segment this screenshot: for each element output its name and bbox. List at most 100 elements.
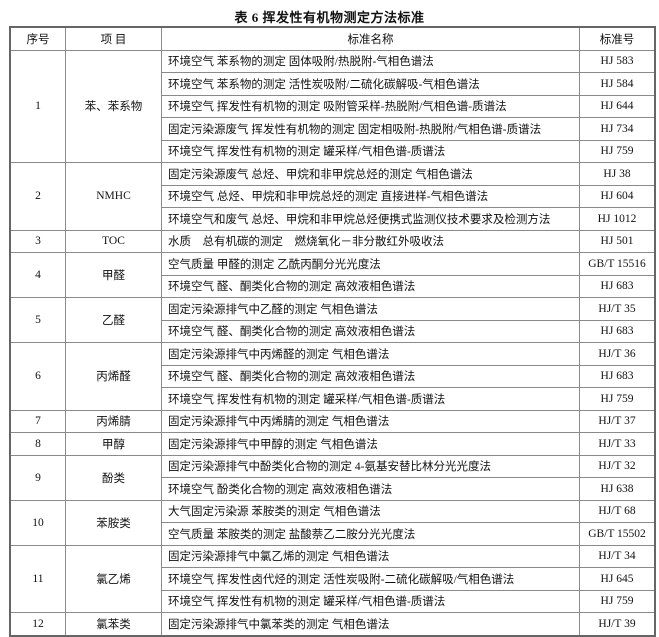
table-row: 11 氯乙烯 固定污染源排气中氯乙烯的测定 气相色谱法 HJ/T 34 bbox=[9, 544, 656, 613]
table-row: 5 乙醛 固定污染源排气中乙醛的测定 气相色谱法 HJ/T 35 bbox=[9, 297, 656, 343]
standard-name: 环境空气 苯系物的测定 活性炭吸附/二硫化碳解吸-气相色谱法 bbox=[161, 72, 580, 96]
table-body: 1 苯、苯系物 环境空气 苯系物的测定 固体吸附/热脱附-气相色谱法 HJ 583 环境… bbox=[9, 49, 656, 636]
standard-name: 环境空气 总烃、甲烷和非甲烷总烃的测定 直接进样-气相色谱法 bbox=[161, 184, 580, 208]
item-name: 甲醛 bbox=[65, 252, 162, 298]
standard-code: HJ/T 33 bbox=[579, 432, 656, 456]
standard-name: 大气固定污染源 苯胺类的测定 气相色谱法 bbox=[161, 499, 580, 523]
row-number: 12 bbox=[9, 612, 66, 636]
table-row: 10 苯胺类 大气固定污染源 苯胺类的测定 气相色谱法 HJ/T 68 bbox=[9, 499, 656, 546]
table-row: 环境空气 总烃、甲烷和非甲烷总烃的测定 直接进样-气相色谱法 HJ 604 bbox=[10, 184, 656, 208]
table-row: 7 丙烯腈 固定污染源排气中丙烯腈的测定 气相色谱法 HJ/T 37 bbox=[9, 409, 656, 433]
standard-code: HJ 734 bbox=[579, 117, 656, 141]
table-row: 环境空气和废气 总烃、甲烷和非甲烷总烃便携式监测仪技术要求及检测方法 HJ 101… bbox=[10, 207, 656, 231]
item-name: 酚类 bbox=[65, 454, 162, 501]
standard-code: HJ 584 bbox=[579, 72, 656, 96]
standard-code: HJ/T 37 bbox=[579, 409, 656, 433]
standard-code: HJ/T 35 bbox=[579, 297, 656, 321]
row-number: 11 bbox=[9, 544, 66, 613]
header-name: 标准名称 bbox=[161, 26, 580, 51]
table-title: 表 6 挥发性有机物测定方法标准 bbox=[234, 10, 425, 25]
row-number: 1 bbox=[9, 49, 66, 163]
item-name: 苯胺类 bbox=[65, 499, 162, 546]
row-number: 10 bbox=[9, 499, 66, 546]
standard-code: HJ 683 bbox=[579, 364, 656, 388]
header-code: 标准号 bbox=[579, 26, 656, 51]
header-no: 序号 bbox=[9, 26, 66, 51]
standard-name: 环境空气 挥发性有机物的测定 罐采样/气相色谱-质谱法 bbox=[161, 589, 580, 613]
standard-name: 空气质量 甲醛的测定 乙酰丙酮分光光度法 bbox=[161, 252, 580, 276]
item-name: 丙烯醛 bbox=[65, 342, 162, 411]
table-row: 环境空气 醛、酮类化合物的测定 高效液相色谱法 HJ 683 bbox=[10, 319, 656, 343]
table-row: 环境空气 醛、酮类化合物的测定 高效液相色谱法 HJ 683 bbox=[10, 364, 656, 388]
header-item: 项 目 bbox=[65, 26, 162, 51]
standard-name: 固定污染源废气 总烃、甲烷和非甲烷总烃的测定 气相色谱法 bbox=[161, 162, 580, 186]
table-row: 环境空气 酚类化合物的测定 高效液相色谱法 HJ 638 bbox=[10, 477, 656, 501]
standard-code: HJ 683 bbox=[579, 274, 656, 298]
table-row: 环境空气 醛、酮类化合物的测定 高效液相色谱法 HJ 683 bbox=[10, 274, 656, 298]
standard-code: HJ 683 bbox=[579, 319, 656, 343]
table-row: 环境空气 挥发性有机物的测定 罐采样/气相色谱-质谱法 HJ 759 bbox=[10, 139, 656, 163]
table-row: 9 酚类 固定污染源排气中酚类化合物的测定 4-氨基安替比林分光光度法 HJ/T 32 bbox=[9, 454, 656, 501]
standard-name: 环境空气 挥发性有机物的测定 罐采样/气相色谱-质谱法 bbox=[161, 387, 580, 411]
item-name: NMHC bbox=[65, 162, 162, 231]
row-number: 2 bbox=[9, 162, 66, 231]
standard-code: HJ 604 bbox=[579, 184, 656, 208]
standard-name: 固定污染源排气中乙醛的测定 气相色谱法 bbox=[161, 297, 580, 321]
standard-name: 环境空气 挥发性有机物的测定 罐采样/气相色谱-质谱法 bbox=[161, 139, 580, 163]
table-row: 固定污染源废气 挥发性有机物的测定 固定相吸附-热脱附/气相色谱-质谱法 HJ 7… bbox=[10, 117, 656, 141]
row-number: 6 bbox=[9, 342, 66, 411]
item-name: 乙醛 bbox=[65, 297, 162, 343]
standard-code: HJ/T 32 bbox=[579, 454, 656, 478]
standard-code: HJ/T 39 bbox=[579, 612, 656, 636]
standard-code: HJ 759 bbox=[579, 139, 656, 163]
table-row: 环境空气 挥发性有机物的测定 罐采样/气相色谱-质谱法 HJ 759 bbox=[10, 589, 656, 613]
row-number: 3 bbox=[9, 229, 66, 253]
standard-name: 固定污染源排气中丙烯腈的测定 气相色谱法 bbox=[161, 409, 580, 433]
standard-code: GB/T 15502 bbox=[579, 522, 656, 546]
item-name: 甲醇 bbox=[65, 432, 162, 456]
item-name: TOC bbox=[65, 229, 162, 253]
standard-name: 空气质量 苯胺类的测定 盐酸萘乙二胺分光光度法 bbox=[161, 522, 580, 546]
standard-name: 环境空气 醛、酮类化合物的测定 高效液相色谱法 bbox=[161, 319, 580, 343]
item-name: 苯、苯系物 bbox=[65, 49, 162, 163]
standard-code: HJ 1012 bbox=[579, 207, 656, 231]
row-number: 8 bbox=[9, 432, 66, 456]
standard-code: HJ 644 bbox=[579, 94, 656, 118]
row-number: 4 bbox=[9, 252, 66, 298]
standard-name: 固定污染源排气中氯乙烯的测定 气相色谱法 bbox=[161, 544, 580, 568]
standard-code: GB/T 15516 bbox=[579, 252, 656, 276]
standard-code: HJ 38 bbox=[579, 162, 656, 186]
standards-table: 序号 项 目 标准名称 标准号 1 苯、苯系物 环境空气 苯系物的测定 固体吸附/热… bbox=[9, 26, 656, 637]
standard-name: 环境空气 酚类化合物的测定 高效液相色谱法 bbox=[161, 477, 580, 501]
row-number: 5 bbox=[9, 297, 66, 343]
table-row: 3 TOC 水质 总有机碳的测定 燃烧氧化－非分散红外吸收法 HJ 501 bbox=[9, 229, 656, 253]
standard-name: 环境空气 挥发性卤代烃的测定 活性炭吸附-二硫化碳解吸/气相色谱法 bbox=[161, 567, 580, 591]
row-number: 7 bbox=[9, 409, 66, 433]
standard-name: 环境空气 挥发性有机物的测定 吸附管采样-热脱附/气相色谱-质谱法 bbox=[161, 94, 580, 118]
table-row: 2 NMHC 固定污染源废气 总烃、甲烷和非甲烷总烃的测定 气相色谱法 HJ 38 bbox=[9, 162, 656, 231]
standard-name: 环境空气 苯系物的测定 固体吸附/热脱附-气相色谱法 bbox=[161, 49, 580, 73]
standard-code: HJ 501 bbox=[579, 229, 656, 253]
table-row: 1 苯、苯系物 环境空气 苯系物的测定 固体吸附/热脱附-气相色谱法 HJ 583 bbox=[9, 49, 656, 163]
item-name: 氯乙烯 bbox=[65, 544, 162, 613]
table-row: 12 氯苯类 固定污染源排气中氯苯类的测定 气相色谱法 HJ/T 39 bbox=[9, 612, 656, 636]
standard-code: HJ 759 bbox=[579, 387, 656, 411]
table-row: 环境空气 苯系物的测定 活性炭吸附/二硫化碳解吸-气相色谱法 HJ 584 bbox=[10, 72, 656, 96]
table-row: 4 甲醛 空气质量 甲醛的测定 乙酰丙酮分光光度法 GB/T 15516 bbox=[9, 252, 656, 298]
standard-code: HJ/T 34 bbox=[579, 544, 656, 568]
standard-name: 固定污染源排气中丙烯醛的测定 气相色谱法 bbox=[161, 342, 580, 366]
standard-code: HJ 645 bbox=[579, 567, 656, 591]
standard-code: HJ 759 bbox=[579, 589, 656, 613]
item-name: 氯苯类 bbox=[65, 612, 162, 636]
standard-name: 环境空气和废气 总烃、甲烷和非甲烷总烃便携式监测仪技术要求及检测方法 bbox=[161, 207, 580, 231]
standard-code: HJ/T 68 bbox=[579, 499, 656, 523]
standard-name: 固定污染源废气 挥发性有机物的测定 固定相吸附-热脱附/气相色谱-质谱法 bbox=[161, 117, 580, 141]
standard-name: 水质 总有机碳的测定 燃烧氧化－非分散红外吸收法 bbox=[161, 229, 580, 253]
standard-code: HJ/T 36 bbox=[579, 342, 656, 366]
standard-name: 环境空气 醛、酮类化合物的测定 高效液相色谱法 bbox=[161, 274, 580, 298]
standard-name: 固定污染源排气中甲醇的测定 气相色谱法 bbox=[161, 432, 580, 456]
table-row: 环境空气 挥发性卤代烃的测定 活性炭吸附-二硫化碳解吸/气相色谱法 HJ 645 bbox=[10, 567, 656, 591]
standard-name: 环境空气 醛、酮类化合物的测定 高效液相色谱法 bbox=[161, 364, 580, 388]
standard-code: HJ 638 bbox=[579, 477, 656, 501]
table-row: 环境空气 挥发性有机物的测定 罐采样/气相色谱-质谱法 HJ 759 bbox=[10, 387, 656, 411]
